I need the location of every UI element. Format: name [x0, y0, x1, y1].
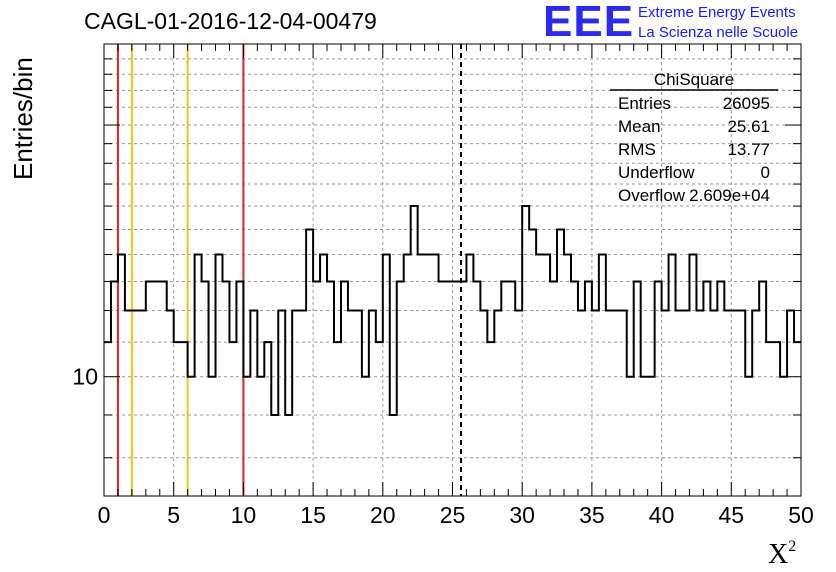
x-tick-label: 45	[719, 502, 745, 528]
x-tick-label: 30	[509, 502, 535, 528]
stats-value: 2.609e+04	[689, 186, 770, 205]
eee-logo: EEE	[543, 0, 635, 46]
stats-key: Overflow	[618, 186, 686, 205]
y-axis-label: Entries/bin	[8, 57, 38, 180]
stats-value: 26095	[722, 94, 770, 113]
stats-key: Mean	[618, 117, 661, 136]
x-tick-label: 0	[98, 502, 111, 528]
chart-title: CAGL-01-2016-12-04-00479	[84, 8, 377, 34]
stats-value: 0	[760, 163, 770, 182]
x-tick-label: 5	[167, 502, 180, 528]
stats-key: RMS	[618, 140, 656, 159]
x-axis-label-base: X	[768, 539, 789, 570]
x-tick-label: 15	[300, 502, 326, 528]
x-tick-label: 10	[231, 502, 257, 528]
stats-key: Underflow	[618, 163, 695, 182]
histogram-series	[104, 205, 801, 416]
y-tick-label: 10	[72, 364, 98, 390]
x-tick-label: 40	[649, 502, 675, 528]
x-tick-label: 25	[440, 502, 466, 528]
x-tick-label: 35	[579, 502, 605, 528]
x-axis-label: X2	[768, 538, 796, 571]
stats-box-title: ChiSquare	[653, 70, 735, 89]
stats-value: 13.77	[727, 140, 770, 159]
stats-value: 25.61	[727, 117, 770, 136]
x-tick-label: 20	[370, 502, 396, 528]
logo-line-1: Extreme Energy Events	[638, 4, 796, 21]
x-axis-label-sup: 2	[788, 538, 797, 555]
stats-key: Entries	[618, 94, 671, 113]
logo-line-2: La Scienza nelle Scuole	[638, 24, 799, 41]
x-tick-label: 50	[788, 502, 814, 528]
